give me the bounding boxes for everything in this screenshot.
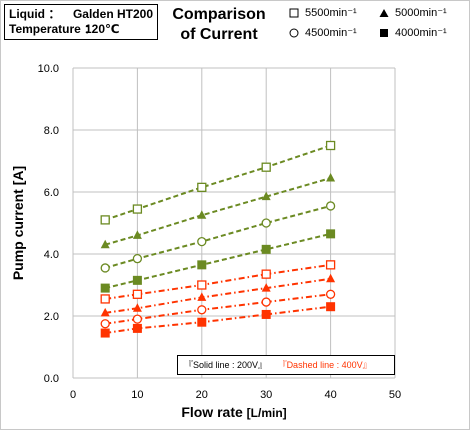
triangle-filled-icon: [379, 8, 389, 17]
chart-title: Comparison of Current: [161, 5, 277, 45]
legend-label-5500: 5500min⁻¹: [305, 7, 357, 19]
data-point-400V-5500: [197, 280, 207, 290]
x-tick-label: 20: [196, 389, 208, 401]
legend-item-4500: 4500min⁻¹: [289, 26, 357, 39]
data-point-400V-5000: [326, 273, 336, 283]
y-tick-label: 8.0: [44, 125, 59, 137]
data-point-200V-4000: [197, 260, 207, 270]
data-point-400V-4000: [261, 309, 271, 319]
y-tick-label: 0.0: [44, 373, 59, 385]
data-point-400V-5500: [325, 260, 336, 270]
data-point-400V-5500: [261, 269, 271, 279]
data-point-200V-4500: [261, 218, 271, 228]
y-tick-label: 10.0: [38, 63, 59, 75]
liquid-label: Liquid ：: [9, 7, 61, 21]
y-axis-label: Pump current [A]: [10, 166, 26, 280]
x-axis-unit: [L/min]: [247, 406, 287, 420]
legend-label-5000: 5000min⁻¹: [395, 7, 447, 19]
data-point-400V-5000: [100, 307, 110, 317]
data-point-400V-4500: [325, 289, 336, 299]
data-point-400V-4000: [100, 328, 110, 338]
liquid-value: Galden HT200: [72, 7, 153, 21]
data-point-400V-4000: [197, 317, 207, 327]
legend: 5500min⁻¹ 5000min⁻¹ 4500min⁻¹ 4000min⁻¹: [283, 4, 467, 44]
legend-item-4000: 4000min⁻¹: [379, 26, 447, 39]
data-point-200V-5500: [197, 182, 207, 193]
data-point-200V-5000: [132, 230, 142, 239]
data-point-400V-4500: [100, 319, 110, 329]
y-tick-label: 4.0: [44, 249, 59, 261]
data-point-400V-4000: [326, 302, 336, 312]
data-point-400V-5000: [132, 303, 142, 312]
x-tick-label: 50: [389, 389, 401, 401]
data-point-400V-5500: [100, 294, 110, 304]
legend-item-5000: 5000min⁻¹: [379, 6, 447, 19]
data-point-200V-5500: [261, 162, 271, 172]
data-point-200V-4500: [325, 201, 336, 211]
x-axis-label-text: Flow rate: [181, 404, 246, 420]
temperature-value: 120℃: [85, 22, 120, 36]
data-point-200V-4500: [132, 253, 143, 264]
temperature-label: Temperature ：: [9, 22, 97, 36]
note-solid-line: 『Solid line : 200V』: [184, 360, 268, 370]
data-point-200V-4000: [132, 275, 142, 285]
data-point-400V-5500: [132, 289, 143, 299]
x-tick-label: 0: [70, 389, 76, 401]
square-open-icon: [289, 8, 299, 17]
data-point-200V-4500: [100, 263, 110, 273]
note-dashed-line: 『Dashed line : 400V』: [277, 360, 372, 370]
chart-title-line2: of Current: [180, 26, 258, 43]
data-point-200V-5000: [326, 173, 336, 182]
x-axis-label: Flow rate [L/min]: [181, 404, 286, 420]
chart-title-line1: Comparison: [172, 6, 266, 23]
y-tick-label: 2.0: [44, 311, 59, 323]
data-point-200V-5500: [132, 204, 143, 214]
y-tick-label: 6.0: [44, 187, 59, 199]
series-line-200V-5500: [104, 144, 331, 221]
data-point-400V-5000: [197, 292, 207, 301]
legend-label-4000: 4000min⁻¹: [395, 27, 447, 39]
data-point-200V-4000: [326, 229, 336, 239]
data-point-200V-4000: [100, 283, 110, 293]
data-point-400V-4500: [132, 314, 143, 324]
data-point-400V-5000: [261, 283, 271, 292]
data-point-200V-5000: [100, 239, 110, 249]
data-point-400V-4500: [197, 305, 207, 315]
data-point-400V-4000: [132, 323, 142, 333]
line-style-note: 『Solid line : 200V』 『Dashed line : 400V』: [177, 355, 395, 375]
data-point-200V-5500: [325, 140, 336, 151]
circle-open-icon: [289, 28, 299, 37]
x-tick-label: 40: [324, 389, 336, 401]
data-point-200V-5500: [100, 215, 110, 225]
conditions-box: Liquid ： Galden HT200 Temperature ： 120℃: [4, 4, 158, 40]
data-point-200V-4000: [261, 244, 271, 254]
data-point-200V-5000: [261, 191, 271, 201]
data-point-400V-4500: [261, 297, 271, 307]
square-filled-icon: [380, 28, 388, 37]
legend-item-5500: 5500min⁻¹: [289, 6, 357, 19]
data-point-200V-4500: [197, 236, 207, 247]
data-point-200V-5000: [197, 210, 207, 219]
x-tick-label: 30: [260, 389, 272, 401]
legend-label-4500: 4500min⁻¹: [305, 27, 357, 39]
x-tick-label: 10: [131, 389, 143, 401]
